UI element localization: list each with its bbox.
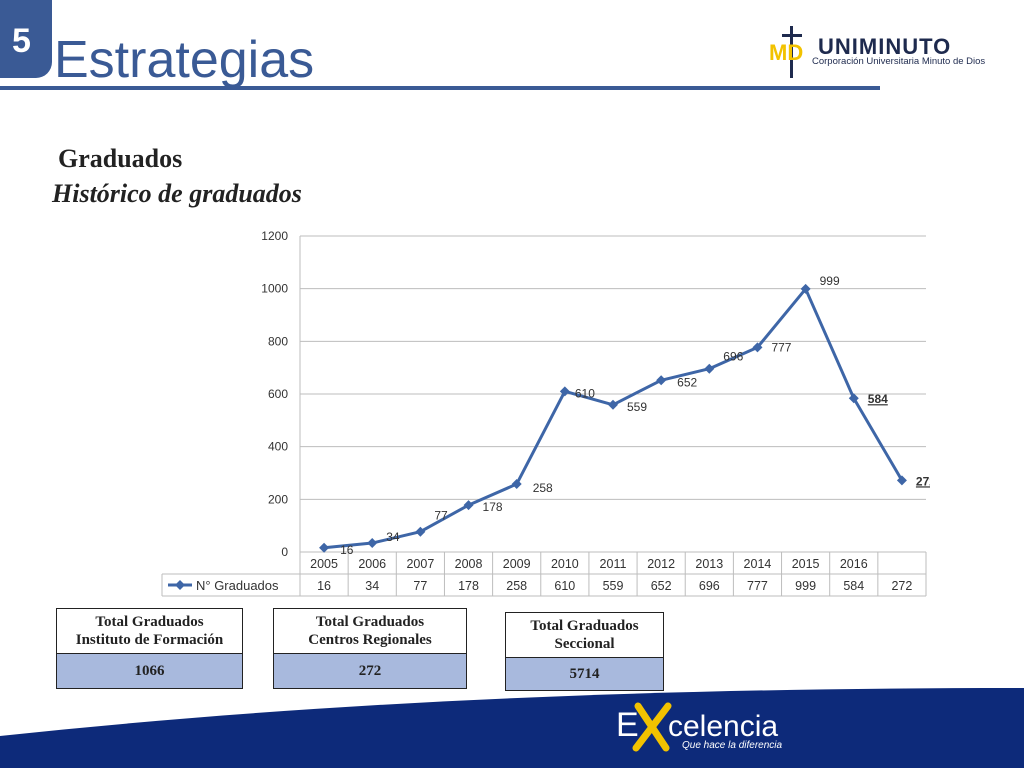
data-point (511, 479, 522, 490)
data-point (319, 542, 330, 553)
data-label: 77 (434, 509, 448, 523)
footer-band: E celencia Que hace la diferencia (0, 688, 1024, 768)
x-tick-label: 2009 (503, 557, 531, 571)
y-tick-label: 600 (268, 387, 288, 401)
footer-brand-rest: celencia (668, 710, 778, 743)
logo-name: UNIMINUTO (818, 34, 952, 59)
total-regionales-line2: Centros Regionales (308, 632, 432, 648)
footer-brand-x-icon (632, 702, 672, 752)
x-tick-label: 2016 (840, 557, 868, 571)
logo-subtitle: Corporación Universitaria Minuto de Dios (812, 56, 986, 67)
total-regionales-value: 272 (274, 654, 466, 688)
table-value: 696 (699, 579, 720, 593)
table-value: 178 (458, 579, 479, 593)
x-tick-label: 2010 (551, 557, 579, 571)
total-regionales-header: Total Graduados Centros Regionales (274, 609, 466, 654)
data-label: 258 (533, 481, 553, 495)
section-badge: 5 (0, 0, 52, 78)
table-value: 272 (891, 579, 912, 593)
data-point (415, 526, 426, 537)
y-tick-label: 800 (268, 334, 288, 348)
y-tick-label: 400 (268, 440, 288, 454)
legend-label: N° Graduados (196, 578, 279, 593)
footer-brand-e: E (616, 706, 639, 744)
data-point (896, 475, 907, 486)
table-value: 16 (317, 579, 331, 593)
data-label: 777 (771, 340, 791, 354)
x-tick-label: 2008 (455, 557, 483, 571)
data-point (367, 538, 378, 549)
title-underline (0, 86, 880, 90)
data-label: 652 (677, 375, 697, 389)
total-instituto-line2: Instituto de Formación (75, 632, 224, 648)
data-label: 34 (386, 530, 400, 544)
data-label: 696 (723, 350, 743, 364)
logo-mark-text: MD (769, 40, 803, 65)
total-regionales-line1: Total Graduados (315, 614, 425, 630)
total-instituto-box: Total Graduados Instituto de Formación 1… (56, 608, 243, 689)
total-instituto-value: 1066 (57, 654, 242, 688)
table-value: 559 (603, 579, 624, 593)
data-label: 272 (916, 474, 930, 488)
data-label: 584 (868, 392, 888, 406)
data-point (800, 283, 811, 294)
y-tick-label: 1000 (261, 282, 288, 296)
logo-mark-icon: MD (769, 26, 803, 78)
section-number: 5 (12, 22, 31, 60)
x-tick-label: 2006 (358, 557, 386, 571)
x-tick-label: 2005 (310, 557, 338, 571)
data-point (656, 375, 667, 386)
table-value: 34 (365, 579, 379, 593)
y-tick-label: 200 (268, 492, 288, 506)
data-point (559, 386, 570, 397)
series-line (323, 287, 904, 550)
total-seccional-box: Total Graduados Seccional 5714 (505, 612, 664, 691)
chart-heading: Histórico de graduados (52, 179, 302, 208)
y-tick-label: 1200 (261, 229, 288, 243)
table-value: 999 (795, 579, 816, 593)
total-seccional-value: 5714 (506, 658, 663, 690)
footer-tagline: Que hace la diferencia (682, 740, 783, 751)
data-point (848, 393, 859, 404)
data-label: 559 (627, 400, 647, 414)
data-label: 999 (820, 274, 840, 288)
total-instituto-header: Total Graduados Instituto de Formación (57, 609, 242, 654)
x-tick-label: 2015 (792, 557, 820, 571)
uniminuto-logo: MD UNIMINUTO Corporación Universitaria M… (768, 24, 998, 80)
graduates-line-chart: 0 200 400 600 800 1000 1200 2005 2006 2007 2008 200… (161, 229, 930, 597)
data-point (704, 363, 715, 374)
table-value: 610 (554, 579, 575, 593)
table-value: 777 (747, 579, 768, 593)
data-point (608, 399, 618, 410)
table-value: 652 (651, 579, 672, 593)
x-tick-label: 2013 (695, 557, 723, 571)
table-value: 258 (506, 579, 527, 593)
total-seccional-line1: Total Graduados (530, 618, 639, 634)
total-instituto-line1: Total Graduados (95, 614, 204, 630)
data-label: 610 (575, 386, 595, 400)
x-tick-label: 2012 (647, 557, 675, 571)
table-value: 584 (843, 579, 864, 593)
footer-wave (0, 688, 1024, 768)
section-heading: Graduados (58, 144, 183, 173)
x-tick-label: 2014 (744, 557, 772, 571)
y-tick-label: 0 (281, 545, 288, 559)
slide-title: Estrategias (54, 31, 315, 89)
data-label: 178 (483, 500, 503, 514)
x-tick-label: 2007 (406, 557, 434, 571)
data-point (463, 500, 474, 511)
total-regionales-box: Total Graduados Centros Regionales 272 (273, 608, 467, 689)
data-point (752, 342, 763, 353)
total-seccional-header: Total Graduados Seccional (506, 613, 663, 658)
x-tick-label: 2011 (600, 557, 627, 571)
table-value: 77 (413, 579, 427, 593)
data-label: 16 (340, 543, 354, 557)
legend-marker (175, 580, 185, 590)
total-seccional-line2: Seccional (554, 636, 615, 652)
